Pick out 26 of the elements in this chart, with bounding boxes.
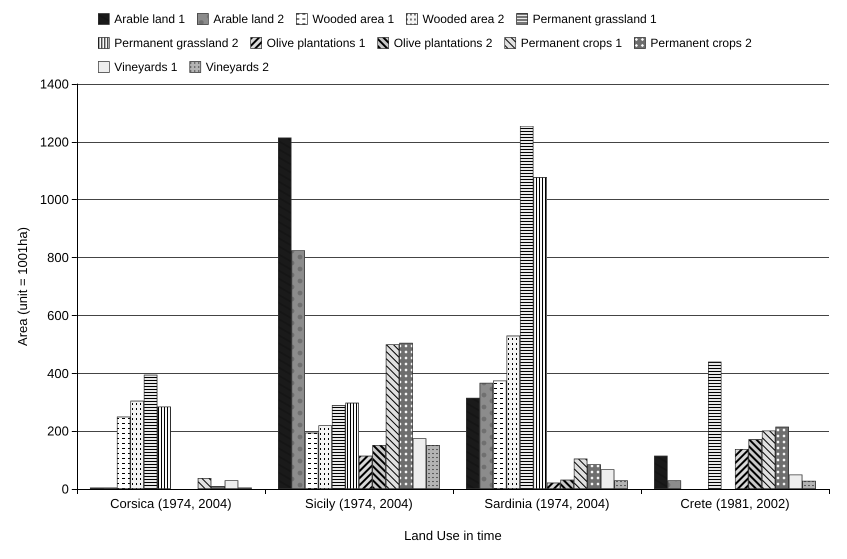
y-tick-label: 1000 [40,192,69,208]
legend-label: Vineyards 2 [206,60,270,74]
legend-label: Vineyards 1 [114,60,178,74]
y-tick-label: 400 [47,366,69,381]
x-tick-label: Corsica (1974, 2004) [110,496,232,511]
x-tick-label: Crete (1981, 2002) [680,496,790,511]
legend-label: Wooded area 1 [312,12,394,26]
legend-label: Arable land 2 [213,12,284,26]
y-tick-label: 800 [47,250,69,266]
y-tick-label: 0 [62,482,69,496]
legend-label: Permanent grassland 2 [114,36,239,50]
y-tick-label: 1200 [40,134,69,150]
legend-label: Olive plantations 1 [266,36,366,50]
y-tick-label: 200 [47,424,69,439]
legend-label: Permanent crops 1 [520,36,622,50]
x-axis-title: Land Use in time [404,528,502,543]
x-tick-label: Sicily (1974, 2004) [305,496,413,511]
y-axis-title: Area (unit = 1001ha) [15,227,30,346]
y-tick-label: 600 [47,308,69,323]
legend-label: Wooded area 2 [422,12,505,26]
x-tick-label: Sardinia (1974, 2004) [484,496,610,511]
legend-label: Permanent grassland 1 [532,12,658,26]
y-tick-label: 1400 [40,76,69,92]
legend-label: Arable land 1 [114,12,186,26]
legend-label: Olive plantations 2 [394,36,493,50]
legend-label: Permanent crops 2 [650,36,752,50]
